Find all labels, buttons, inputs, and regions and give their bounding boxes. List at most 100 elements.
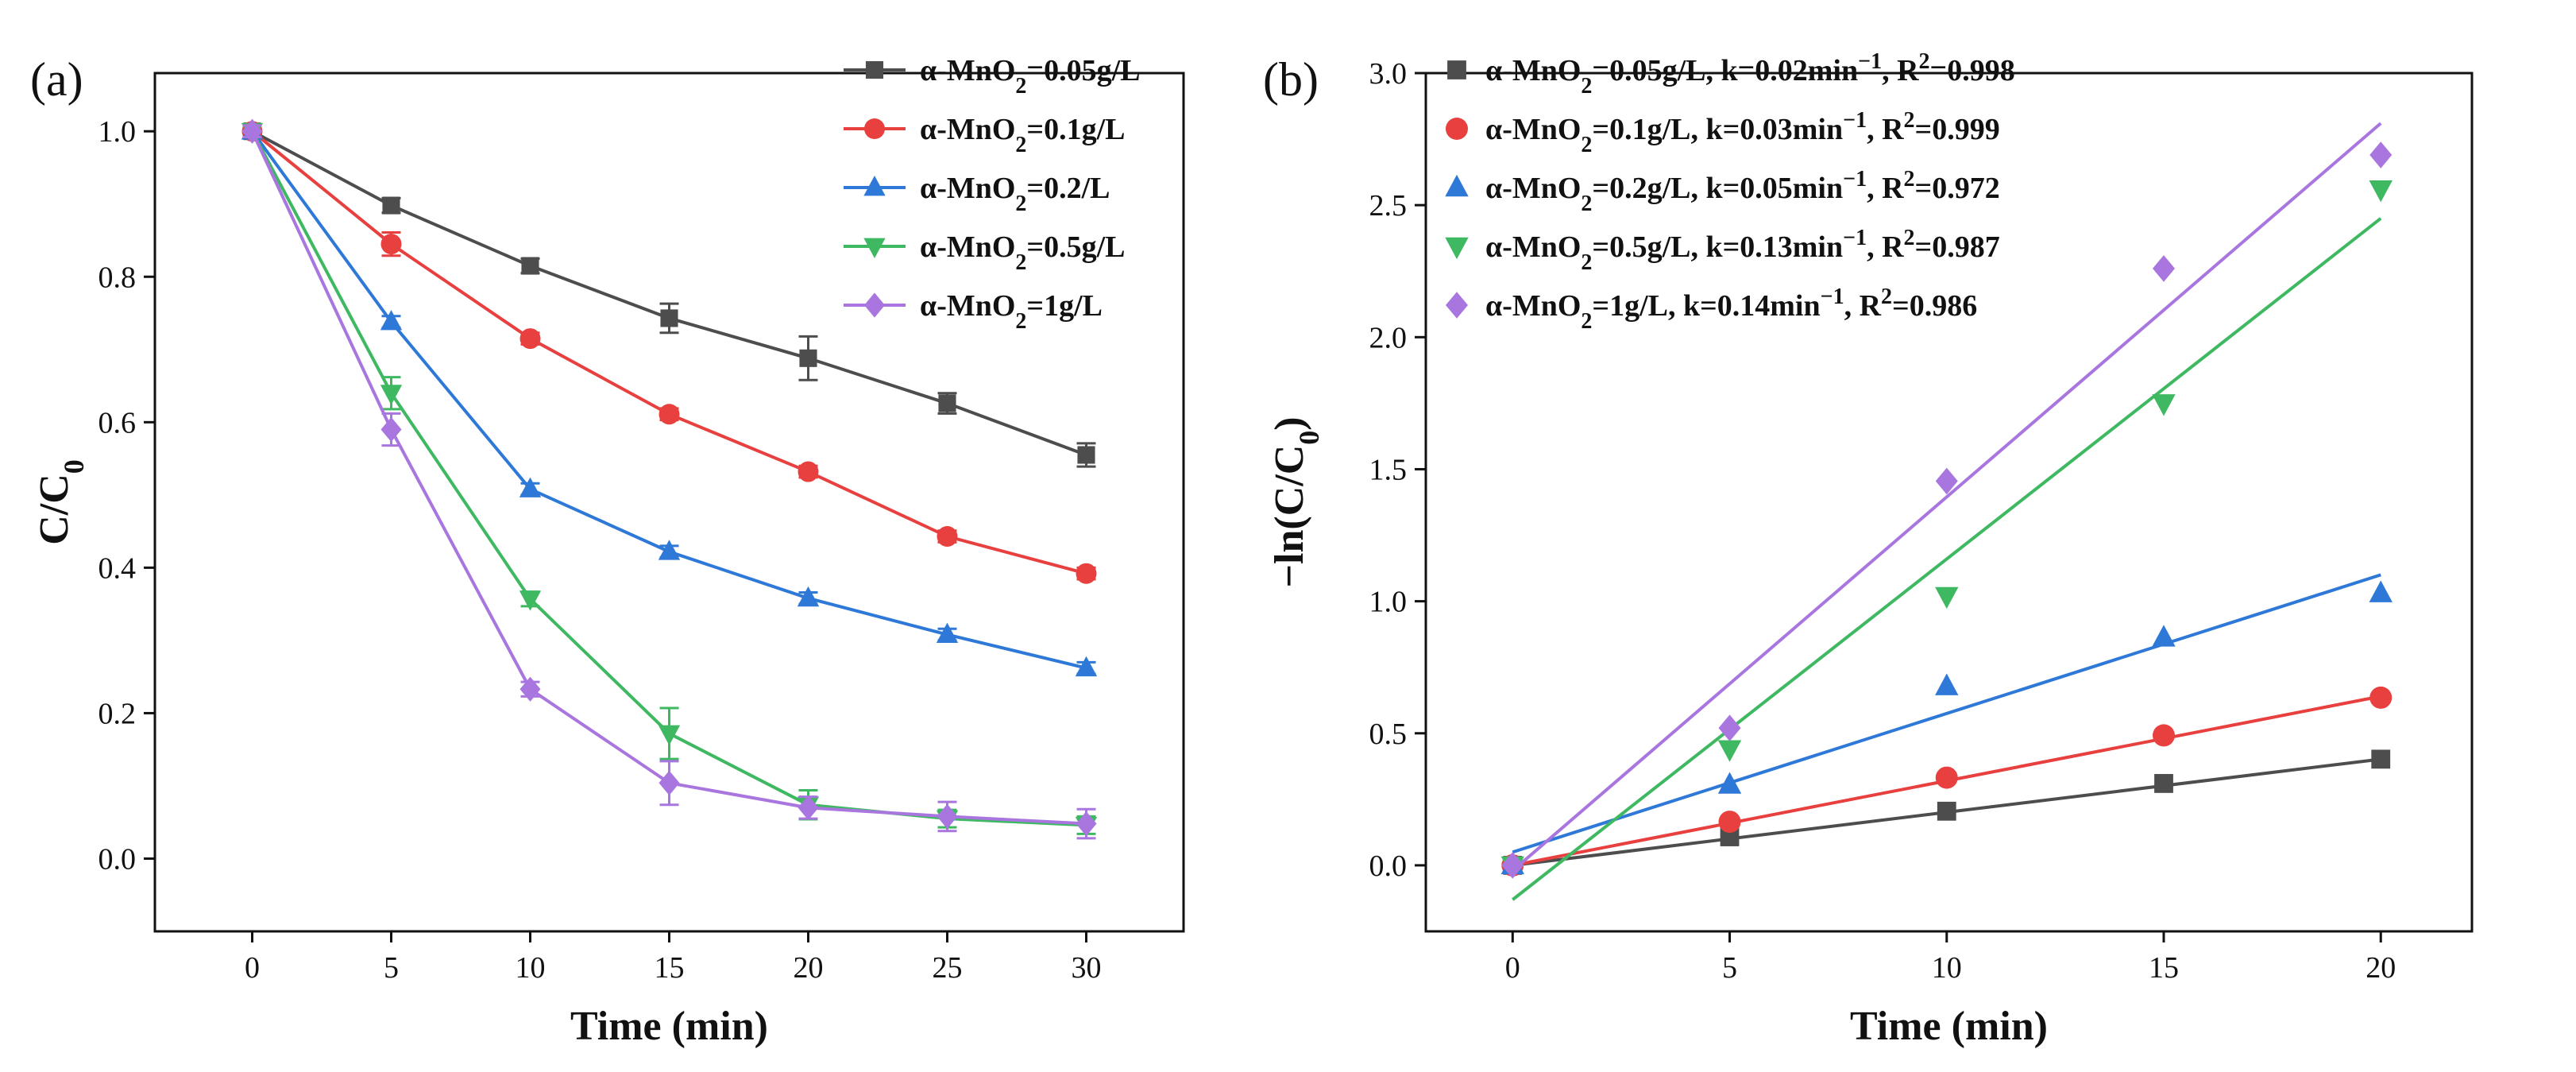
legend-label-superscript: −1 <box>1843 167 1867 192</box>
legend-label-prefix: α-MnO <box>1485 172 1581 205</box>
data-point <box>519 328 541 350</box>
panel-label: (b) <box>1263 53 1319 106</box>
x-tick-label: 15 <box>2149 951 2179 985</box>
data-point <box>241 118 263 144</box>
legend-label-mid: =0.1g/L, k=0.03min <box>1592 113 1843 146</box>
data-point <box>1076 563 1097 584</box>
data-point <box>1935 467 1958 495</box>
legend-label-r: , R <box>1882 54 1919 87</box>
data-point <box>1718 811 1741 834</box>
data-point <box>1076 811 1097 837</box>
data-point <box>937 803 958 829</box>
data-point <box>1717 772 1742 794</box>
data-point <box>380 234 402 255</box>
data-point <box>660 309 678 327</box>
legend-label-prefix: α-MnO <box>1485 230 1581 264</box>
legend-label-superscript: −1 <box>1843 226 1867 250</box>
y-tick-label: 0.8 <box>98 261 137 294</box>
data-point <box>380 310 403 331</box>
plot-frame <box>1424 72 2474 933</box>
series-s3 <box>241 119 1098 677</box>
legend-label-suffix: =0.5g/L <box>1026 230 1125 264</box>
legend-label-subscript: 2 <box>1581 74 1592 99</box>
data-point <box>1077 446 1095 464</box>
y-tick-label: 2.0 <box>1369 321 1408 354</box>
legend-label-prefix: α-MnO <box>920 113 1015 146</box>
data-point <box>521 257 539 275</box>
y-tick-label: 0.6 <box>98 406 137 439</box>
legend-label-prefix: α-MnO <box>920 54 1015 87</box>
data-point <box>1935 586 1959 610</box>
legend-label: α-MnO2=0.2/L <box>920 172 1110 216</box>
data-point <box>519 676 541 702</box>
y-tick-label: 0.2 <box>98 697 137 730</box>
x-tick-label: 5 <box>1722 951 1737 985</box>
data-point <box>2153 255 2176 282</box>
legend-label: α-MnO2=1g/L, k=0.14min−1, R2=0.986 <box>1485 284 1977 334</box>
x-axis-title: Time (min) <box>570 1004 768 1049</box>
legend-label-suffix: =0.1g/L <box>1026 113 1125 146</box>
legend-label-r: , R <box>1867 230 1904 264</box>
data-point <box>658 725 681 746</box>
y-tick-label: 1.0 <box>1369 586 1408 619</box>
data-point <box>798 795 819 821</box>
x-tick-label: 30 <box>1072 951 1102 985</box>
y-tick-label: 0.4 <box>98 551 137 585</box>
legend-label: α-MnO2=0.05g/L <box>920 54 1140 99</box>
x-tick-label: 20 <box>2366 951 2396 985</box>
legend-label-superscript: −1 <box>1843 108 1867 133</box>
fit-line <box>1512 217 2382 901</box>
legend-label-suffix: =1g/L <box>1026 289 1103 323</box>
legend-marker <box>1445 237 1469 260</box>
legend-label-subscript: 2 <box>1015 309 1026 334</box>
y-tick-label: 0.0 <box>1369 849 1408 883</box>
data-point <box>798 461 819 482</box>
x-axis-title: Time (min) <box>1850 1004 2048 1049</box>
y-tick-label: 1.0 <box>98 115 137 149</box>
legend-marker <box>864 292 885 318</box>
legend-marker <box>1445 174 1469 197</box>
legend-marker <box>1447 60 1466 79</box>
legend-label-r-value: =0.986 <box>1892 289 1977 323</box>
x-tick-label: 20 <box>794 951 824 985</box>
legend-label-r-superscript: 2 <box>1919 49 1930 74</box>
data-point <box>1717 740 1742 762</box>
legend-label: α-MnO2=1g/L <box>920 289 1103 334</box>
legend-marker <box>865 60 884 79</box>
legend-label: α-MnO2=0.05g/L, k=0.02min−1, R2=0.998 <box>1485 49 2015 99</box>
legend-label-subscript: 2 <box>1015 250 1026 275</box>
y-axis-title-subscript: 0 <box>1293 431 1325 445</box>
legend-label-mid: =0.05g/L, k=0.02min <box>1592 54 1858 87</box>
data-point <box>658 540 681 560</box>
legend-label: α-MnO2=0.2g/L, k=0.05min−1, R2=0.972 <box>1485 167 2000 216</box>
legend-label: α-MnO2=0.1g/L <box>920 113 1125 157</box>
legend-label-superscript: −1 <box>1821 284 1844 309</box>
legend-label-r-value: =0.987 <box>1915 230 2000 264</box>
data-point <box>1718 714 1741 741</box>
data-point <box>2371 749 2391 769</box>
legend-label-r-superscript: 2 <box>1904 167 1915 192</box>
legend-label-subscript: 2 <box>1581 250 1592 275</box>
data-point <box>937 526 958 548</box>
legend-label-r-value: =0.999 <box>1915 113 2000 146</box>
y-tick-label: 0.5 <box>1369 718 1408 751</box>
legend-label: α-MnO2=0.5g/L, k=0.13min−1, R2=0.987 <box>1485 226 2000 275</box>
legend-label-mid: =1g/L, k=0.14min <box>1592 289 1820 323</box>
legend-label: α-MnO2=0.1g/L, k=0.03min−1, R2=0.999 <box>1485 108 2000 157</box>
fit-line <box>1511 122 2382 873</box>
data-point <box>1075 656 1098 677</box>
panel-label: (a) <box>30 53 83 106</box>
legend-label-suffix: =0.2/L <box>1026 172 1110 205</box>
data-point <box>1720 827 1740 846</box>
y-axis-title: C/C0 <box>32 459 90 545</box>
legend-label-r: , R <box>1844 289 1882 323</box>
data-point <box>658 770 680 795</box>
data-point <box>2369 141 2393 168</box>
legend-label-prefix: α-MnO <box>920 230 1015 264</box>
legend-label-r-superscript: 2 <box>1881 284 1892 309</box>
data-point <box>2369 580 2393 602</box>
legend-label-subscript: 2 <box>1015 192 1026 216</box>
